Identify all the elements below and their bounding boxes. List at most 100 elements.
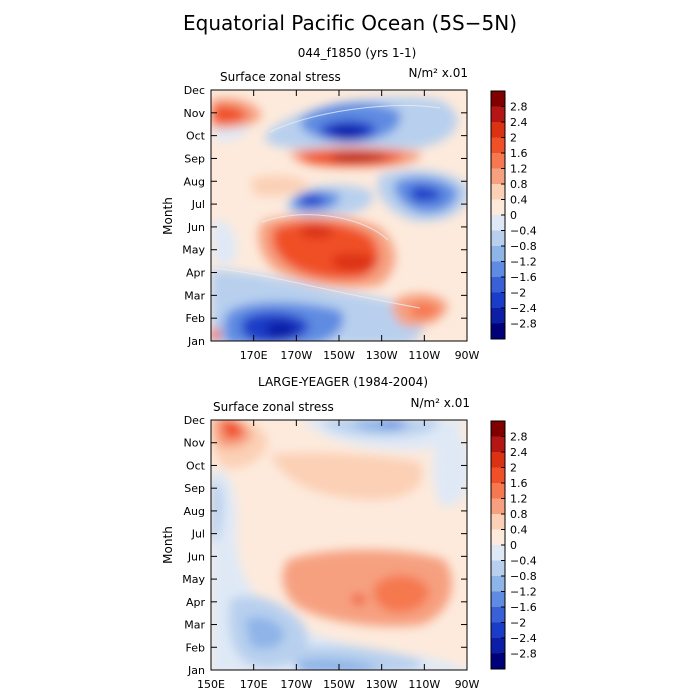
y-tick-label: Apr xyxy=(186,596,206,609)
y-tick-label: Aug xyxy=(184,505,205,518)
colorbar-label: −2.8 xyxy=(510,318,537,331)
y-tick-label: Mar xyxy=(184,289,205,302)
colorbar-bottom: 2.8 2.4 2 1.6 1.2 0.8 0.4 0 −0.4 −0.8 −1.2 −1.6 −2 −2… xyxy=(490,420,537,670)
colorbar-label: −2 xyxy=(510,617,526,630)
y-tick-label: Jul xyxy=(191,528,205,541)
x-tick-label: 110W xyxy=(408,349,440,362)
colorbar-swatch xyxy=(491,106,505,123)
colorbar-swatch xyxy=(491,246,505,262)
colorbar-swatch xyxy=(491,292,505,309)
panel-bottom-units-label: N/m² x.01 xyxy=(410,396,470,410)
y-tick-label: Jun xyxy=(187,550,205,563)
colorbar-label: 0.4 xyxy=(510,194,528,207)
y-tick-label: Nov xyxy=(184,437,206,450)
colorbar-swatch xyxy=(491,638,505,654)
colorbar-label: 0.8 xyxy=(510,178,528,191)
colorbar-swatch xyxy=(491,483,505,499)
colorbar-top: 2.8 2.4 2 1.6 1.2 0.8 0.4 0 −0.4 −0.8 −1.2 −1.6 −2 −2… xyxy=(490,90,537,340)
panel-top: 044_f1850 (yrs 1-1) Surface zonal stress… xyxy=(161,46,480,362)
y-tick-label: Feb xyxy=(186,312,205,325)
colorbar-swatch xyxy=(491,308,505,324)
panel-top-left-label: Surface zonal stress xyxy=(220,70,341,84)
y-tick-label: Sep xyxy=(184,152,205,165)
colorbar-label: −2 xyxy=(510,287,526,300)
y-tick-label: Feb xyxy=(186,641,205,654)
colorbar-label: 0 xyxy=(510,539,517,552)
x-tick-label: 150W xyxy=(323,678,355,691)
y-tick-label: Sep xyxy=(184,482,205,495)
panel-bottom: LARGE-YEAGER (1984-2004) Surface zonal s… xyxy=(161,375,480,691)
colorbar-label: 2.8 xyxy=(510,101,528,114)
colorbar-label: 1.2 xyxy=(510,163,528,176)
colorbar-label: −1.2 xyxy=(510,256,537,269)
x-tick-label: 170E xyxy=(240,678,268,691)
colorbar-label: 2.8 xyxy=(510,431,528,444)
colorbar-label: −0.4 xyxy=(510,555,537,568)
colorbar-label: −0.4 xyxy=(510,225,537,238)
colorbar-label: 2 xyxy=(510,462,517,475)
colorbar-label: −0.8 xyxy=(510,570,537,583)
colorbar-swatch xyxy=(491,514,505,530)
colorbar-label: 2.4 xyxy=(510,116,528,129)
colorbar-label: −1.2 xyxy=(510,586,537,599)
x-tick-label: 150E xyxy=(197,678,225,691)
colorbar-label: −1.6 xyxy=(510,271,537,284)
panel-top-title: 044_f1850 (yrs 1-1) xyxy=(298,46,417,60)
colorbar-swatch xyxy=(491,591,505,608)
colorbar-swatch xyxy=(491,653,505,670)
y-tick-label: Aug xyxy=(184,175,205,188)
colorbar-label: 1.6 xyxy=(510,477,528,490)
y-tick-label: Nov xyxy=(184,107,206,120)
colorbar-label: 0 xyxy=(510,209,517,222)
colorbar-swatch xyxy=(491,421,505,437)
colorbar-swatch xyxy=(491,215,505,231)
colorbar-swatch xyxy=(491,199,505,216)
colorbar-swatch xyxy=(491,230,505,247)
colorbar-swatch xyxy=(491,498,505,515)
panel-top-units-label: N/m² x.01 xyxy=(408,66,468,80)
colorbar-swatch xyxy=(491,153,505,169)
colorbar-swatch xyxy=(491,467,505,484)
colorbar-label: 0.8 xyxy=(510,508,528,521)
y-tick-label: Jan xyxy=(187,664,205,677)
colorbar-label: 1.2 xyxy=(510,493,528,506)
panel-bottom-field xyxy=(211,420,467,670)
colorbar-swatch xyxy=(491,323,505,340)
y-tick-label: Oct xyxy=(186,130,206,143)
y-tick-label: Jun xyxy=(187,221,205,234)
x-tick-label: 130W xyxy=(366,678,398,691)
y-tick-label: Jul xyxy=(191,198,205,211)
colorbar-swatch xyxy=(491,277,505,293)
y-tick-label: Dec xyxy=(184,84,205,97)
colorbar-swatch xyxy=(491,576,505,592)
colorbar-swatch xyxy=(491,168,505,185)
colorbar-swatch xyxy=(491,184,505,200)
colorbar-swatch xyxy=(491,436,505,453)
x-tick-label: 90W xyxy=(455,678,480,691)
colorbar-swatch xyxy=(491,452,505,468)
panel-top-axes: 170E 170W 150W 130W 110W 90W Jan Feb Mar Apr May Ju… xyxy=(182,84,479,362)
colorbar-label: −0.8 xyxy=(510,240,537,253)
x-tick-label: 130W xyxy=(366,349,398,362)
panel-bottom-ylabel: Month xyxy=(161,526,175,564)
x-tick-label: 170W xyxy=(280,349,312,362)
x-tick-label: 150W xyxy=(323,349,355,362)
colorbar-label: 2 xyxy=(510,132,517,145)
colorbar-label: −1.6 xyxy=(510,601,537,614)
y-tick-label: Mar xyxy=(184,619,205,632)
colorbar-swatch xyxy=(491,560,505,577)
y-tick-label: Dec xyxy=(184,414,205,427)
y-tick-label: May xyxy=(182,573,205,586)
colorbar-swatch xyxy=(491,545,505,561)
colorbar-label: −2.4 xyxy=(510,302,537,315)
panel-top-field xyxy=(211,90,467,341)
colorbar-swatch xyxy=(491,622,505,639)
colorbar-swatch xyxy=(491,122,505,138)
colorbar-label: 2.4 xyxy=(510,446,528,459)
x-tick-label: 170W xyxy=(280,678,312,691)
colorbar-swatch xyxy=(491,91,505,107)
x-tick-label: 110W xyxy=(408,678,440,691)
panel-top-ylabel: Month xyxy=(161,197,175,235)
y-tick-label: May xyxy=(182,244,205,257)
